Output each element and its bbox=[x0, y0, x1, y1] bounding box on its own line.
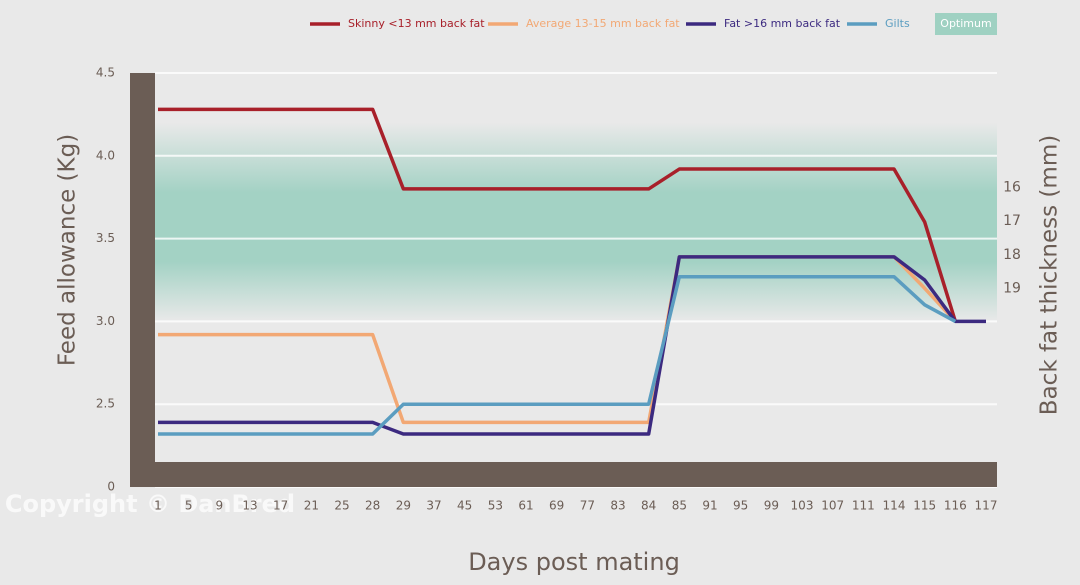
x-tick-label: 99 bbox=[764, 499, 779, 513]
watermark: Copyright © DanBred bbox=[5, 490, 295, 518]
x-tick-label: 9 bbox=[216, 499, 224, 513]
y-tick-label: 4.0 bbox=[96, 148, 115, 162]
legend-label: Fat >16 mm back fat bbox=[724, 17, 841, 30]
series-line bbox=[158, 255, 986, 436]
y2-tick-label: 16 bbox=[1003, 179, 1021, 195]
x-tick-label: 117 bbox=[975, 499, 998, 513]
x-axis-bar bbox=[130, 462, 997, 487]
x-tick-label: 37 bbox=[426, 499, 441, 513]
x-axis-label: Days post mating bbox=[468, 548, 680, 576]
x-tick-label: 45 bbox=[457, 499, 472, 513]
x-tick-label: 84 bbox=[641, 499, 656, 513]
legend-swatch bbox=[935, 13, 997, 35]
x-tick-label: 77 bbox=[580, 499, 595, 513]
x-tick-label: 69 bbox=[549, 499, 564, 513]
x-tick-label: 28 bbox=[365, 499, 380, 513]
x-tick-label: 85 bbox=[672, 499, 687, 513]
y-tick-label: 3.0 bbox=[96, 314, 115, 328]
x-tick-label: 13 bbox=[242, 499, 257, 513]
legend-label: Skinny <13 mm back fat bbox=[348, 17, 485, 30]
x-tick-label: 115 bbox=[913, 499, 936, 513]
y2-axis-label: Back fat thickness (mm) bbox=[1037, 135, 1063, 415]
x-tick-label: 61 bbox=[518, 499, 533, 513]
x-tick-label: 114 bbox=[883, 499, 906, 513]
y2-tick-label: 18 bbox=[1003, 247, 1021, 263]
x-tick-label: 83 bbox=[610, 499, 625, 513]
y-axis-bar bbox=[130, 73, 155, 487]
y-tick-label: 0 bbox=[107, 480, 115, 494]
series-line bbox=[158, 274, 957, 436]
x-tick-label: 111 bbox=[852, 499, 875, 513]
x-tick-label: 107 bbox=[821, 499, 844, 513]
optimum-band bbox=[155, 122, 997, 322]
x-tick-label: 116 bbox=[944, 499, 967, 513]
legend-label: Gilts bbox=[885, 17, 910, 30]
legend-label: Average 13-15 mm back fat bbox=[526, 17, 680, 30]
x-tick-label: 95 bbox=[733, 499, 748, 513]
y-tick-label: 4.5 bbox=[96, 66, 115, 80]
x-tick-label: 103 bbox=[791, 499, 814, 513]
x-tick-label: 21 bbox=[304, 499, 319, 513]
y-tick-label: 3.5 bbox=[96, 231, 115, 245]
y-axis-label: Feed allowance (Kg) bbox=[55, 134, 81, 366]
y2-tick-label: 19 bbox=[1003, 280, 1021, 296]
x-tick-label: 29 bbox=[396, 499, 411, 513]
x-tick-label: 53 bbox=[488, 499, 503, 513]
x-tick-label: 91 bbox=[702, 499, 717, 513]
legend-label: Optimum bbox=[940, 17, 991, 30]
series-line bbox=[158, 107, 958, 322]
x-tick-label: 5 bbox=[185, 499, 193, 513]
x-tick-label: 1 bbox=[154, 499, 162, 513]
x-tick-label: 25 bbox=[334, 499, 349, 513]
y2-tick-label: 17 bbox=[1003, 213, 1021, 229]
y-tick-label: 2.5 bbox=[96, 397, 115, 411]
x-tick-label: 17 bbox=[273, 499, 288, 513]
